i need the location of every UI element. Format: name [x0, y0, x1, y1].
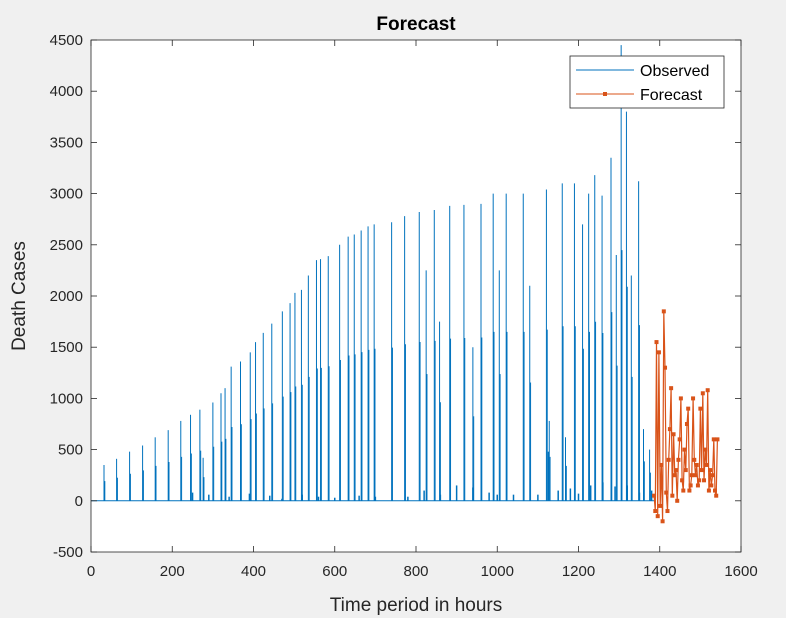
plot-area	[91, 40, 741, 552]
forecast-point	[678, 396, 683, 401]
forecast-point	[687, 488, 692, 493]
forecast-point	[661, 309, 666, 314]
y-tick-label: 4500	[50, 32, 83, 49]
forecast-point	[705, 388, 710, 393]
forecast-point	[708, 468, 713, 473]
forecast-point	[659, 462, 664, 467]
forecast-point	[693, 473, 698, 478]
forecast-point	[691, 396, 696, 401]
forecast-point	[683, 468, 688, 473]
forecast-point	[706, 488, 711, 493]
x-tick-label: 1600	[724, 563, 757, 580]
forecast-point	[664, 490, 669, 495]
x-tick-label: 800	[403, 563, 428, 580]
legend: Observed Forecast	[569, 55, 725, 109]
forecast-point	[652, 493, 657, 498]
series-forecast	[652, 309, 720, 524]
forecast-point	[674, 468, 678, 473]
forecast-point	[713, 488, 717, 493]
forecast-point	[658, 503, 663, 508]
forecast-point	[684, 422, 689, 426]
x-tick-label: 1400	[643, 563, 676, 580]
forecast-point	[660, 519, 665, 524]
forecast-point	[709, 483, 714, 488]
forecast-point	[671, 432, 676, 437]
y-axis-ticks: -500 0 500 1000 1500 2000 2500 3000 3500 4000 4500	[50, 32, 741, 561]
forecast-point	[711, 437, 716, 442]
forecast-point	[676, 457, 681, 462]
y-tick-label: 2500	[50, 237, 83, 254]
forecast-point	[682, 447, 687, 452]
forecast-point	[681, 488, 686, 493]
forecast-point	[663, 365, 668, 370]
forecast-point	[697, 478, 702, 483]
legend-marker-forecast	[603, 92, 607, 96]
series-observed	[91, 45, 655, 502]
forecast-point	[702, 478, 707, 483]
forecast-point	[714, 493, 719, 498]
forecast-point	[669, 386, 674, 391]
forecast-point	[654, 340, 659, 345]
forecast-point	[695, 483, 700, 488]
y-tick-label: 0	[75, 493, 83, 510]
x-tick-label: 1200	[562, 563, 595, 580]
forecast-point	[689, 473, 694, 478]
forecast-point	[694, 462, 699, 467]
forecast-point	[655, 514, 660, 519]
legend-label-observed: Observed	[640, 63, 709, 80]
x-axis-ticks: 0 200 400 600 800 1000 1200 1400 1600	[87, 40, 758, 580]
x-tick-label: 600	[322, 563, 347, 580]
y-tick-label: 3000	[50, 186, 83, 203]
y-tick-label: -500	[53, 544, 83, 561]
forecast-point	[698, 406, 703, 411]
forecast-point	[675, 498, 680, 503]
x-axis-title: Time period in hours	[330, 595, 502, 616]
forecast-point	[704, 462, 709, 467]
x-tick-label: 400	[241, 563, 266, 580]
x-tick-label: 1000	[481, 563, 514, 580]
forecast-point	[710, 473, 715, 478]
chart-title: Forecast	[376, 14, 456, 35]
forecast-point	[670, 493, 675, 498]
forecast-point	[680, 478, 685, 483]
legend-box	[569, 55, 725, 109]
y-tick-label: 1000	[50, 390, 83, 407]
forecast-point	[677, 437, 682, 442]
forecast-point	[665, 509, 670, 514]
legend-label-forecast: Forecast	[640, 87, 703, 104]
forecast-point	[686, 406, 691, 411]
forecast-point	[656, 350, 661, 355]
forecast-point	[653, 509, 658, 514]
forecast-point	[666, 457, 671, 462]
x-tick-label: 200	[160, 563, 185, 580]
forecast-point	[672, 473, 677, 478]
y-axis-title: Death Cases	[9, 241, 30, 351]
forecast-point	[703, 447, 708, 452]
forecast-point	[667, 427, 672, 432]
forecast-point	[715, 437, 720, 442]
x-tick-label: 0	[87, 563, 95, 580]
y-tick-label: 1500	[50, 339, 83, 356]
y-tick-label: 4000	[50, 83, 83, 100]
y-tick-label: 3500	[50, 134, 83, 151]
forecast-point	[692, 457, 697, 462]
y-tick-label: 2000	[50, 288, 83, 305]
forecast-point	[700, 391, 705, 396]
y-tick-label: 500	[58, 442, 83, 459]
forecast-point	[699, 468, 704, 473]
forecast-point	[688, 483, 693, 488]
